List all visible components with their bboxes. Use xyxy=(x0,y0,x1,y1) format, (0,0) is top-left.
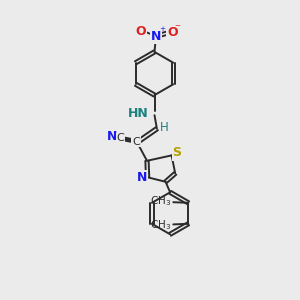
Text: CH$_3$: CH$_3$ xyxy=(150,194,171,208)
Text: N: N xyxy=(151,29,161,43)
Text: C: C xyxy=(132,136,140,147)
Text: $^{-}$: $^{-}$ xyxy=(175,23,182,34)
Text: CH$_3$: CH$_3$ xyxy=(150,219,171,232)
Text: S: S xyxy=(172,146,182,160)
Text: HN: HN xyxy=(128,106,149,120)
Text: H: H xyxy=(160,121,169,134)
Text: N: N xyxy=(107,130,118,143)
Text: O: O xyxy=(135,25,146,38)
Text: O: O xyxy=(167,26,178,39)
Text: $^{+}$: $^{+}$ xyxy=(159,26,166,36)
Text: N: N xyxy=(136,171,147,184)
Text: C: C xyxy=(116,133,124,143)
